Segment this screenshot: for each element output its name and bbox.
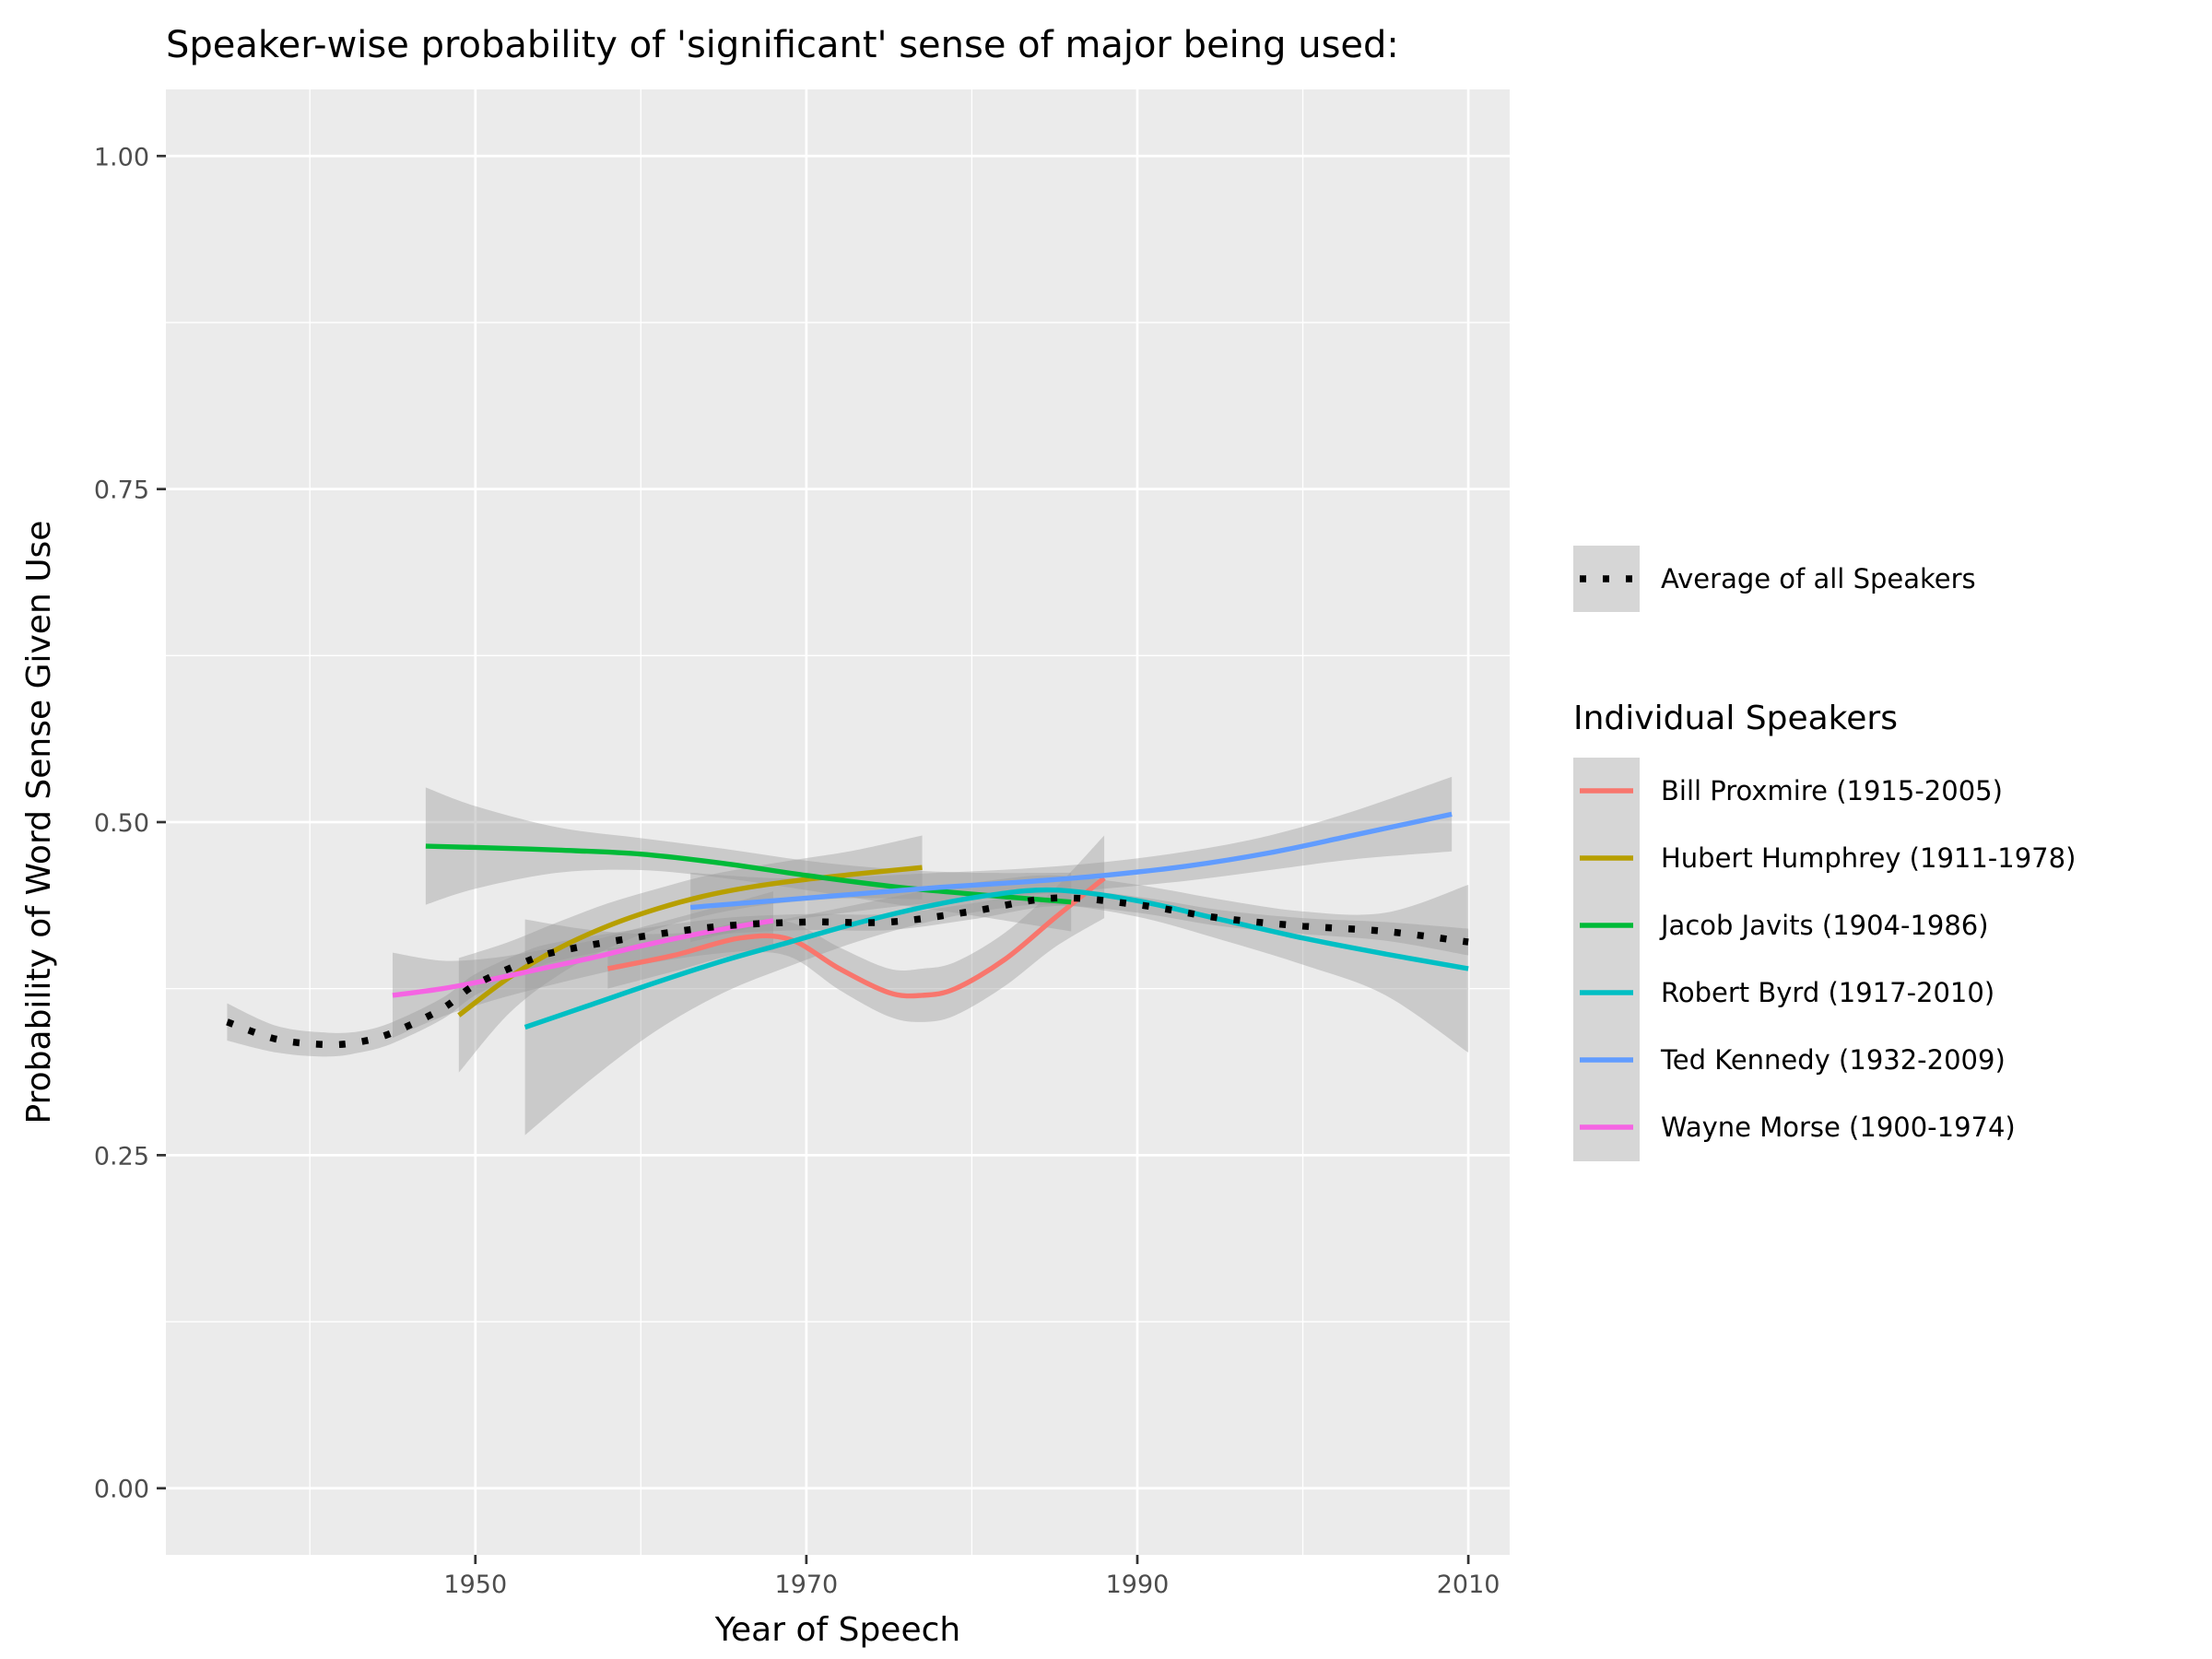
band-ted-kennedy [690, 776, 1453, 943]
legend-items: Bill Proxmire (1915-2005) Hubert Humphrey… [1573, 758, 2076, 1161]
legend-label-wayne-morse: Wayne Morse (1900-1974) [1661, 1112, 2016, 1143]
series-lines [226, 811, 1469, 1049]
x-tick-label: 1990 [1106, 1571, 1170, 1599]
y-tick-label: 0.50 [94, 809, 149, 838]
series-line-bill-proxmire [606, 876, 1106, 999]
tick-labels: 1950 1970 1990 2010 0.00 0.25 0.50 0.75 1.00 [94, 143, 1500, 1599]
band-jacob-javits [425, 787, 1072, 932]
y-tick-label: 0.00 [94, 1476, 149, 1504]
band-robert-byrd [524, 875, 1469, 1135]
y-axis-title: Probability of Word Sense Given Use [20, 521, 58, 1124]
legend-label-bill-proxmire: Bill Proxmire (1915-2005) [1661, 775, 2003, 806]
x-tick-label: 1950 [443, 1571, 507, 1599]
y-tick-label: 1.00 [94, 143, 149, 171]
series-line-hubert-humphrey [457, 865, 923, 1018]
series-line-jacob-javits [425, 843, 1072, 905]
chart-title: Speaker-wise probability of 'significant… [166, 24, 1399, 66]
series-line-wayne-morse [392, 918, 774, 998]
x-tick-label: 1970 [775, 1571, 839, 1599]
series-line-ted-kennedy [689, 811, 1453, 911]
band-wayne-morse [392, 891, 773, 1039]
average-line [226, 894, 1469, 1049]
x-axis-title: Year of Speech [714, 1611, 960, 1649]
legend: Average of all Speakers Individual Speak… [1573, 546, 2076, 1161]
legend-label-jacob-javits: Jacob Javits (1904-1986) [1659, 910, 1989, 941]
legend-average: Average of all Speakers [1573, 546, 1976, 612]
band-hubert-humphrey [458, 835, 923, 1073]
series-line-robert-byrd [524, 887, 1469, 1030]
y-tick-label: 0.75 [94, 477, 149, 505]
legend-label-average: Average of all Speakers [1661, 563, 1976, 594]
legend-label-hubert-humphrey: Hubert Humphrey (1911-1978) [1661, 842, 2076, 874]
legend-label-ted-kennedy: Ted Kennedy (1932-2009) [1660, 1044, 2006, 1076]
legend-title: Individual Speakers [1573, 700, 1898, 737]
major-gridlines [166, 89, 1510, 1555]
legend-label-robert-byrd: Robert Byrd (1917-2010) [1661, 977, 1994, 1008]
x-tick-label: 2010 [1437, 1571, 1500, 1599]
axis-ticks [157, 154, 1470, 1564]
y-tick-label: 0.25 [94, 1142, 149, 1171]
